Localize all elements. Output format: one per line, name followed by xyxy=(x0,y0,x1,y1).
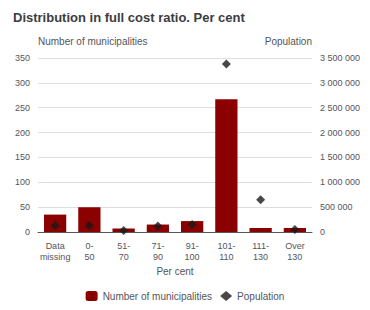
svg-text:130: 130 xyxy=(253,252,268,262)
svg-text:101-: 101- xyxy=(217,241,235,251)
svg-text:500 000: 500 000 xyxy=(320,202,353,212)
svg-text:missing: missing xyxy=(40,252,71,262)
svg-text:250: 250 xyxy=(15,103,30,113)
svg-text:100: 100 xyxy=(185,252,200,262)
svg-text:110: 110 xyxy=(219,252,233,262)
svg-text:100: 100 xyxy=(15,177,30,187)
svg-text:90: 90 xyxy=(153,252,163,262)
svg-text:50: 50 xyxy=(20,202,30,212)
svg-text:91-: 91- xyxy=(186,241,199,251)
svg-text:51-: 51- xyxy=(117,241,130,251)
svg-text:350: 350 xyxy=(15,53,30,63)
svg-text:3 500 000: 3 500 000 xyxy=(320,53,360,63)
svg-text:1 000 000: 1 000 000 xyxy=(320,177,360,187)
svg-text:1 500 000: 1 500 000 xyxy=(320,152,360,162)
svg-text:300: 300 xyxy=(15,78,30,88)
svg-text:Over: Over xyxy=(285,241,305,251)
svg-text:0: 0 xyxy=(25,227,30,237)
svg-text:0: 0 xyxy=(320,227,325,237)
svg-text:Number of municipalities: Number of municipalities xyxy=(103,291,213,302)
svg-text:130: 130 xyxy=(287,252,302,262)
svg-text:Distribution in full cost rati: Distribution in full cost ratio. Per cen… xyxy=(13,10,246,25)
svg-text:3 000 000: 3 000 000 xyxy=(320,78,360,88)
svg-text:50: 50 xyxy=(84,252,94,262)
svg-text:Population: Population xyxy=(265,36,312,47)
svg-text:Data: Data xyxy=(46,241,65,251)
svg-text:200: 200 xyxy=(15,128,30,138)
svg-text:111-: 111- xyxy=(252,241,269,251)
svg-text:Per cent: Per cent xyxy=(156,266,193,277)
svg-text:150: 150 xyxy=(15,152,30,162)
svg-text:70: 70 xyxy=(119,252,129,262)
svg-text:2 500 000: 2 500 000 xyxy=(320,103,360,113)
svg-text:71-: 71- xyxy=(151,241,164,251)
svg-text:0-: 0- xyxy=(85,241,93,251)
svg-text:Population: Population xyxy=(237,291,284,302)
svg-text:2 000 000: 2 000 000 xyxy=(320,128,360,138)
svg-text:Number of municipalities: Number of municipalities xyxy=(38,36,148,47)
